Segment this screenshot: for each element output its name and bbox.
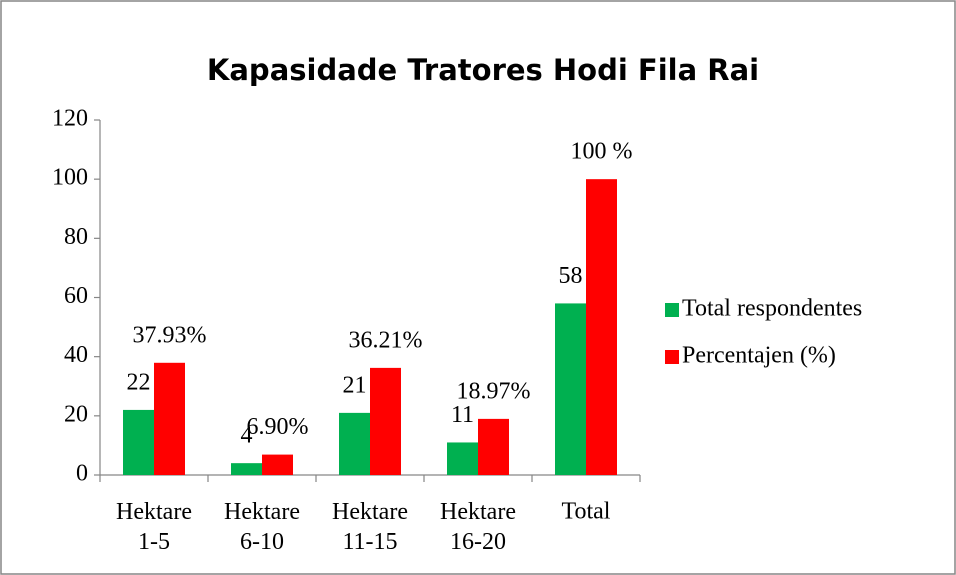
legend-swatch [665,303,679,317]
y-tick-label: 0 [76,461,88,487]
y-tick-label: 120 [52,106,88,132]
data-label: 100 % [571,139,633,165]
y-tick-label: 40 [64,342,88,368]
data-label: 37.93% [133,322,207,348]
chart-title: Kapasidade Tratores Hodi Fila Rai [207,53,759,87]
bar [586,179,617,475]
bar [231,463,262,475]
y-tick-label: 60 [64,283,88,309]
data-label: 58 [559,263,583,289]
bar [123,409,154,475]
bar [370,367,401,475]
data-label: 21 [343,372,367,398]
data-label: 36.21% [349,327,423,353]
x-tick-label: Hektare 1-5 [116,499,192,555]
data-label: 18.97% [457,378,531,404]
data-label: 4 [241,423,253,449]
data-label: 6.90% [247,414,309,440]
legend-swatch [665,350,679,364]
y-tick-label: 20 [64,401,88,427]
legend-label: Percentajen (%) [682,343,836,369]
data-label: 11 [451,402,474,428]
x-tick-label: Hektare 6-10 [224,499,300,555]
y-tick-label: 80 [64,224,88,250]
y-tick-label: 100 [52,165,88,191]
data-label: 22 [127,369,151,395]
x-tick-label: Total [562,499,611,525]
x-tick-label: Hektare 11-15 [332,499,408,555]
bar [262,454,293,475]
bar [339,412,370,475]
x-tick-label: Hektare 16-20 [440,499,516,555]
bar [478,418,509,475]
bar [154,362,185,475]
legend-label: Total respondentes [682,296,862,322]
bar [447,442,478,475]
bar [555,303,586,475]
